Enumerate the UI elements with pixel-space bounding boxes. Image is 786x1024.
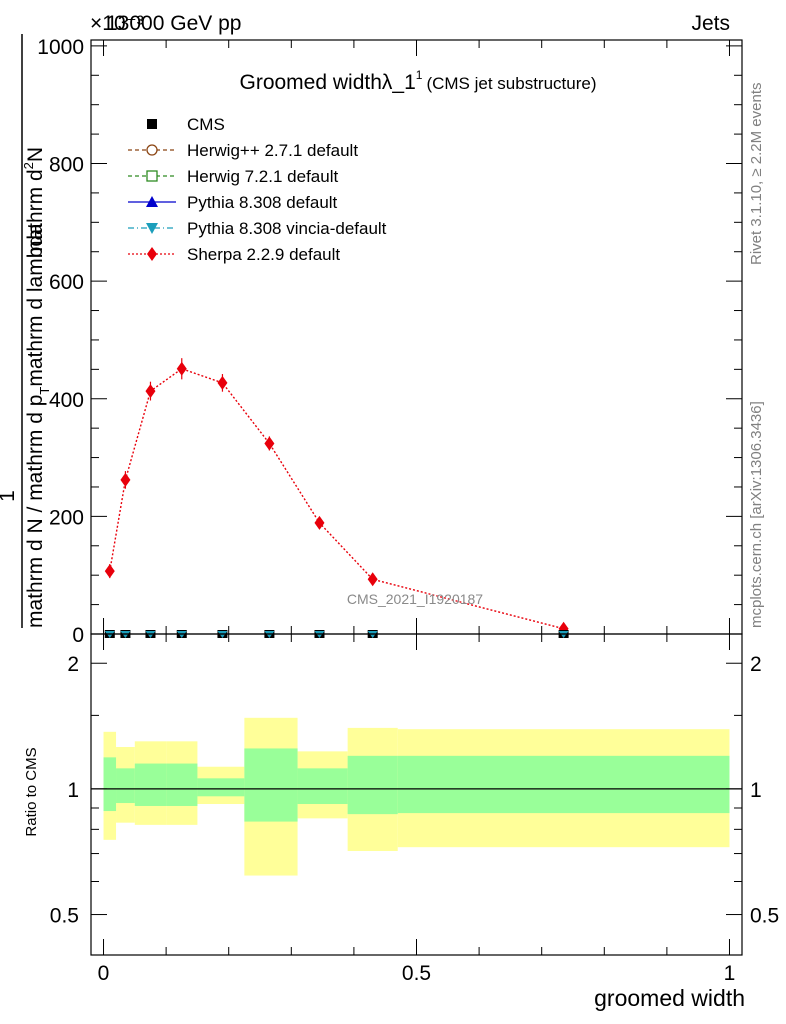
legend-entry: CMS <box>147 115 225 134</box>
ratio-inner-band <box>244 748 298 822</box>
legend-marker-triangle-down <box>146 223 158 234</box>
ratio-y-tick-label: 1 <box>67 779 79 802</box>
legend-label: Herwig++ 2.7.1 default <box>187 141 358 160</box>
ratio-inner-band <box>103 757 117 812</box>
chart-title: Groomed widthλ_11 (CMS jet substructure) <box>240 68 597 94</box>
main-panel-axes: 0 200 400 600 800 1000 <box>37 36 743 647</box>
legend-entry: Pythia 8.308 vincia-default <box>128 219 387 238</box>
legend: CMS Herwig++ 2.7.1 default Herwig 7.2.1 de… <box>128 115 387 264</box>
analysis-watermark: CMS_2021_I1920187 <box>347 591 483 607</box>
ratio-inner-band <box>134 763 167 806</box>
sherpa-point <box>314 515 325 530</box>
y-tick-label: 600 <box>49 271 84 294</box>
y-tick-label: 0 <box>72 624 84 647</box>
ratio-y-tick-label: 0.5 <box>50 905 79 928</box>
ratio-y-tick-label-right: 1 <box>750 779 762 802</box>
energy-label: 13000 GeV pp <box>106 12 241 35</box>
y-tick-label: 200 <box>49 506 84 529</box>
ratio-panel-axes: 0.5 0.5 1 1 2 2 0 0.5 1 <box>50 633 779 985</box>
legend-entry: Pythia 8.308 default <box>128 193 338 212</box>
sherpa-line <box>109 367 564 630</box>
legend-marker-square <box>147 119 157 129</box>
legend-label: Pythia 8.308 default <box>187 193 338 212</box>
x-tick-label: 0.5 <box>402 962 431 985</box>
ratio-inner-band <box>166 763 198 806</box>
ratio-inner-band <box>347 755 398 815</box>
ylabel-upper: mathrm d2N <box>21 147 47 258</box>
sherpa-point <box>367 572 378 587</box>
legend-marker-open-square <box>146 170 158 182</box>
legend-marker-circle <box>146 144 158 156</box>
ratio-panel-bands <box>91 717 742 876</box>
process-label: Jets <box>691 12 730 35</box>
ratio-inner-band <box>116 768 135 804</box>
mcplots-label: mcplots.cern.ch [arXiv:1306.3436] <box>748 401 765 628</box>
sherpa-point <box>120 472 131 487</box>
legend-marker-triangle <box>146 196 158 207</box>
legend-entry: Herwig++ 2.7.1 default <box>128 141 358 160</box>
sherpa-point <box>217 375 228 390</box>
ratio-inner-band <box>297 768 348 805</box>
sherpa-point <box>264 436 275 451</box>
x-tick-label: 0 <box>98 962 110 985</box>
main-ylabel: 1 mathrm d N / mathrm d pTmathrm d lambd… <box>0 34 52 628</box>
legend-label: Pythia 8.308 vincia-default <box>187 219 387 238</box>
ratio-y-tick-label: 2 <box>67 653 79 676</box>
sherpa-point <box>176 361 187 376</box>
legend-marker-diamond <box>147 247 157 261</box>
y-tick-label: 800 <box>49 154 84 177</box>
y-tick-label: 1000 <box>37 36 84 59</box>
rivet-label: Rivet 3.1.10, ≥ 2.2M events <box>748 83 765 266</box>
exponent-label: ×10⁻³ <box>90 12 144 35</box>
sherpa-point <box>145 384 156 399</box>
y-tick-label: 400 <box>49 389 84 412</box>
sherpa-point <box>104 564 115 579</box>
main-panel-data <box>104 358 569 638</box>
x-axis-title: groomed width <box>594 985 745 1011</box>
ratio-inner-band <box>197 778 245 797</box>
legend-entry: Sherpa 2.2.9 default <box>128 245 340 264</box>
ylabel-prefix: 1 <box>0 490 19 502</box>
ratio-inner-band <box>397 755 730 814</box>
legend-label: Herwig 7.2.1 default <box>187 167 338 186</box>
ratio-y-tick-label-right: 0.5 <box>750 905 779 928</box>
chart-title-sub: (CMS jet substructure) <box>426 74 596 93</box>
legend-entry: Herwig 7.2.1 default <box>128 167 338 186</box>
ratio-ylabel: Ratio to CMS <box>23 747 40 836</box>
chart-title-main: Groomed widthλ_1 <box>240 71 416 94</box>
legend-label: CMS <box>187 115 225 134</box>
legend-label: Sherpa 2.2.9 default <box>187 245 340 264</box>
chart-title-sup: 1 <box>416 68 423 82</box>
ratio-y-tick-label-right: 2 <box>750 653 762 676</box>
x-tick-label: 1 <box>724 962 736 985</box>
ylabel-lower: mathrm d N / mathrm d pTmathrm d lambda <box>24 223 52 628</box>
